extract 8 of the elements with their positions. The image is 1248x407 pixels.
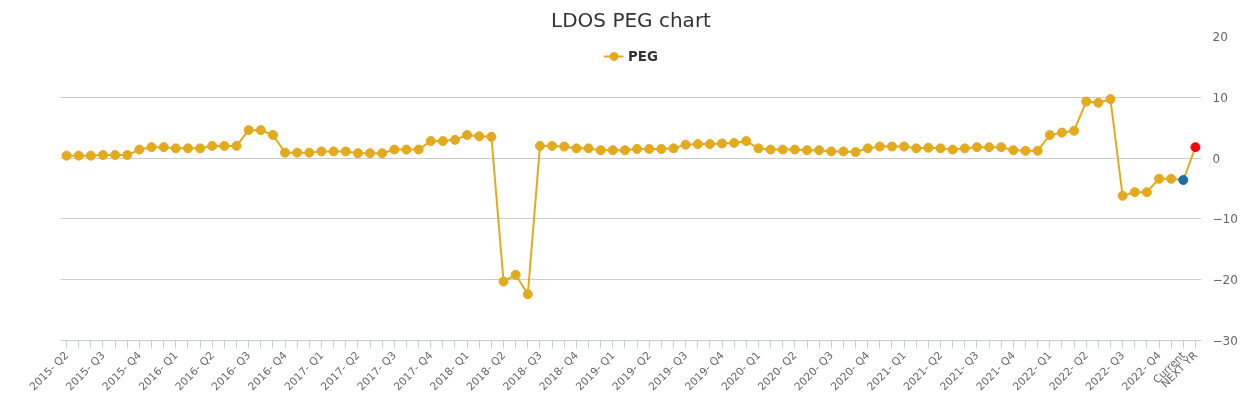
y-tick-label: −20 — [1212, 273, 1238, 288]
chart-title: LDOS PEG chart — [551, 7, 712, 32]
y-tick-label: 20 — [1212, 30, 1228, 44]
y-tick-label: −10 — [1212, 212, 1238, 227]
y-tick-label: −30 — [1212, 334, 1238, 348]
legend-label: PEG — [628, 48, 658, 64]
y-tick-label: 10 — [1212, 90, 1228, 105]
y-tick-label: 0 — [1212, 151, 1221, 166]
